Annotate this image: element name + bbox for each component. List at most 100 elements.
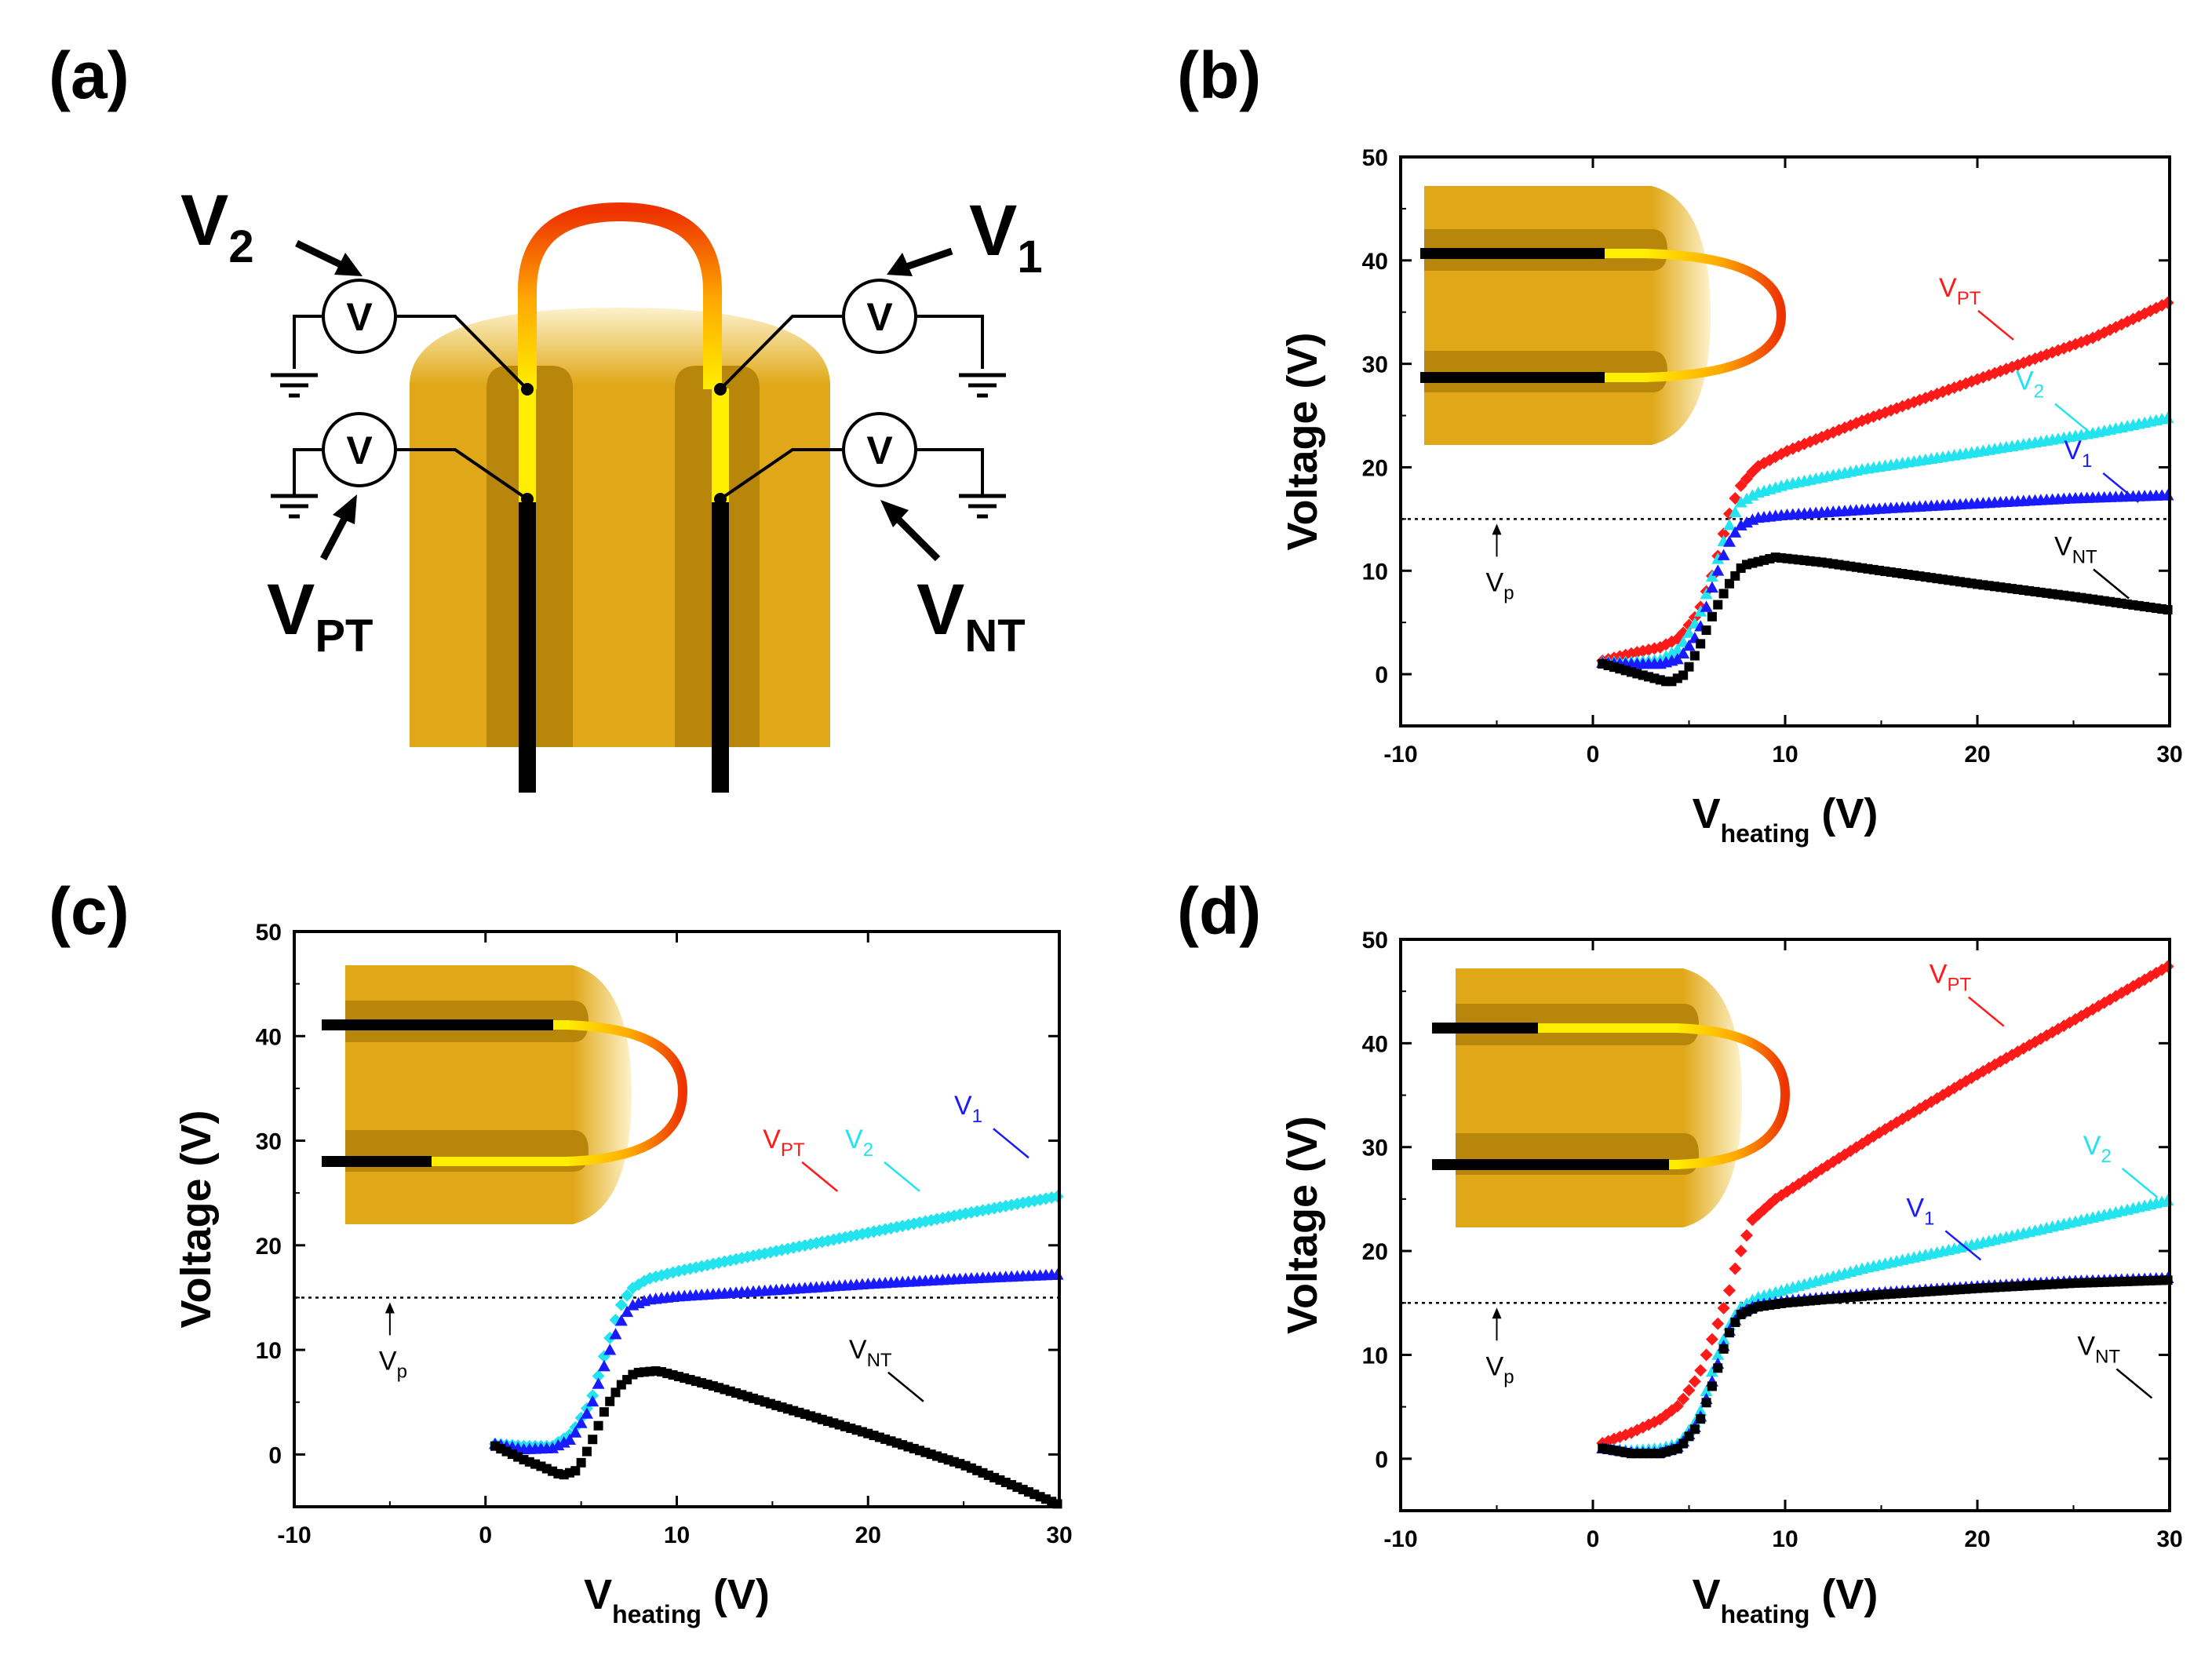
series-label-leader bbox=[1967, 996, 2005, 1027]
chart-d: Vp VPT V2 V1 VNT 0 10 20 30 40 50 -10 0 10 20 30 Voltage… bbox=[1279, 928, 2183, 1628]
reference-arrowhead bbox=[384, 1302, 395, 1314]
y-tick-label: 40 bbox=[256, 1024, 282, 1050]
data-point bbox=[1734, 1245, 1747, 1258]
data-point bbox=[1734, 496, 1747, 508]
series-label-v-pt: VPT bbox=[1939, 273, 1981, 309]
data-point bbox=[580, 1407, 593, 1419]
nanowire bbox=[518, 202, 729, 793]
wire-vpt-ground bbox=[293, 448, 323, 494]
data-point bbox=[569, 1426, 582, 1438]
y-tick-label: 20 bbox=[1362, 1239, 1388, 1265]
data-point bbox=[1705, 1333, 1718, 1346]
x-tick-label: 30 bbox=[2156, 1526, 2182, 1552]
reference-arrowhead bbox=[1492, 1307, 1502, 1319]
data-point bbox=[586, 1395, 599, 1407]
svg-text:V: V bbox=[866, 428, 893, 472]
data-point bbox=[1730, 571, 1740, 581]
series-label-leader bbox=[2102, 472, 2140, 503]
data-point bbox=[610, 1387, 621, 1398]
data-point bbox=[1671, 652, 1684, 665]
x-tick-label: 10 bbox=[1772, 1526, 1798, 1552]
data-point bbox=[1689, 651, 1700, 661]
lead-left bbox=[519, 502, 536, 793]
series-label-v-1: V1 bbox=[954, 1091, 982, 1127]
y-tick-label: 0 bbox=[268, 1442, 282, 1468]
series-label-leader bbox=[2093, 568, 2130, 600]
series-label-v-2: V2 bbox=[2016, 366, 2044, 403]
data-point bbox=[1713, 1363, 1723, 1373]
y-tick-label: 10 bbox=[256, 1338, 282, 1364]
data-point bbox=[1711, 552, 1725, 564]
data-point bbox=[1671, 643, 1684, 654]
ground-symbols bbox=[271, 373, 1006, 519]
y-tick-label: 0 bbox=[1375, 1447, 1388, 1473]
data-point bbox=[1717, 549, 1730, 560]
data-point bbox=[592, 1377, 605, 1389]
x-tick-label: 30 bbox=[2156, 742, 2182, 768]
data-point bbox=[1700, 1348, 1713, 1362]
series-v-2 bbox=[1596, 1194, 2174, 1456]
lead-right bbox=[712, 502, 729, 793]
inset-c bbox=[322, 965, 688, 1224]
data-point bbox=[581, 1446, 592, 1457]
data-point bbox=[1700, 587, 1713, 600]
data-point bbox=[1701, 625, 1711, 636]
data-point bbox=[1696, 639, 1706, 649]
y-axis-label: Voltage (V) bbox=[1279, 1116, 1326, 1334]
data-point bbox=[1671, 1399, 1684, 1413]
x-tick-label: 0 bbox=[1587, 742, 1600, 768]
x-tick-label: 0 bbox=[1587, 1526, 1600, 1552]
y-tick-label: 40 bbox=[1362, 249, 1388, 275]
series-label-leader bbox=[884, 1161, 920, 1192]
series-label-v-pt: VPT bbox=[1930, 960, 1972, 996]
data-point bbox=[1700, 1384, 1713, 1397]
x-tick-label: 10 bbox=[664, 1522, 690, 1548]
data-point bbox=[1717, 1301, 1730, 1314]
data-point bbox=[603, 1344, 617, 1355]
series-v-1 bbox=[1596, 1271, 2174, 1458]
voltmeters: V V V V bbox=[322, 279, 917, 487]
series-label-leader bbox=[2121, 1168, 2159, 1198]
data-point bbox=[563, 1433, 576, 1445]
x-tick-label: 20 bbox=[855, 1522, 881, 1548]
series-label-leader bbox=[2115, 1368, 2153, 1399]
reference-label: Vp bbox=[379, 1346, 407, 1382]
data-point bbox=[1701, 1398, 1711, 1408]
x-tick-label: 30 bbox=[1046, 1522, 1072, 1548]
wire-v1-probe bbox=[719, 315, 844, 391]
series-v-1 bbox=[488, 1268, 1064, 1455]
data-point bbox=[1729, 505, 1742, 517]
data-point bbox=[1705, 581, 1718, 593]
data-point bbox=[621, 1289, 634, 1302]
data-point bbox=[1682, 626, 1696, 638]
wire-v1-ground bbox=[916, 315, 984, 369]
series-label-v-2: V2 bbox=[2083, 1131, 2112, 1167]
data-point bbox=[1717, 527, 1730, 541]
svg-text:V: V bbox=[346, 428, 373, 472]
data-point bbox=[1700, 600, 1713, 612]
chart-c: Vp VPT V2 V1 VNT 0 10 20 30 40 50 -10 0 10 20 30 Voltage… bbox=[173, 920, 1073, 1628]
voltmeter-vnt: V bbox=[842, 412, 917, 487]
y-tick-label: 10 bbox=[1362, 559, 1388, 585]
data-point bbox=[609, 1328, 622, 1340]
contact-dots bbox=[521, 383, 727, 505]
y-tick-label: 20 bbox=[256, 1234, 282, 1260]
reference-label: Vp bbox=[1486, 1351, 1514, 1387]
wax-block bbox=[410, 308, 830, 747]
data-point bbox=[1689, 1424, 1700, 1435]
data-point bbox=[1718, 1344, 1729, 1354]
wire-vnt-probe bbox=[719, 448, 844, 501]
series-v-2 bbox=[488, 1190, 1064, 1453]
y-axis-label: Voltage (V) bbox=[1279, 332, 1326, 550]
data-point bbox=[614, 1298, 628, 1311]
reference-label: Vp bbox=[1486, 567, 1514, 603]
y-tick-label: 30 bbox=[1362, 1136, 1388, 1161]
wire-vpt-probe bbox=[395, 448, 529, 501]
measurement-circuit bbox=[293, 315, 984, 501]
y-tick-label: 30 bbox=[256, 1129, 282, 1155]
svg-text:V: V bbox=[346, 295, 373, 339]
data-point bbox=[1677, 1392, 1690, 1406]
x-axis-label: Vheating (V) bbox=[584, 1571, 770, 1628]
data-point bbox=[1684, 662, 1694, 672]
